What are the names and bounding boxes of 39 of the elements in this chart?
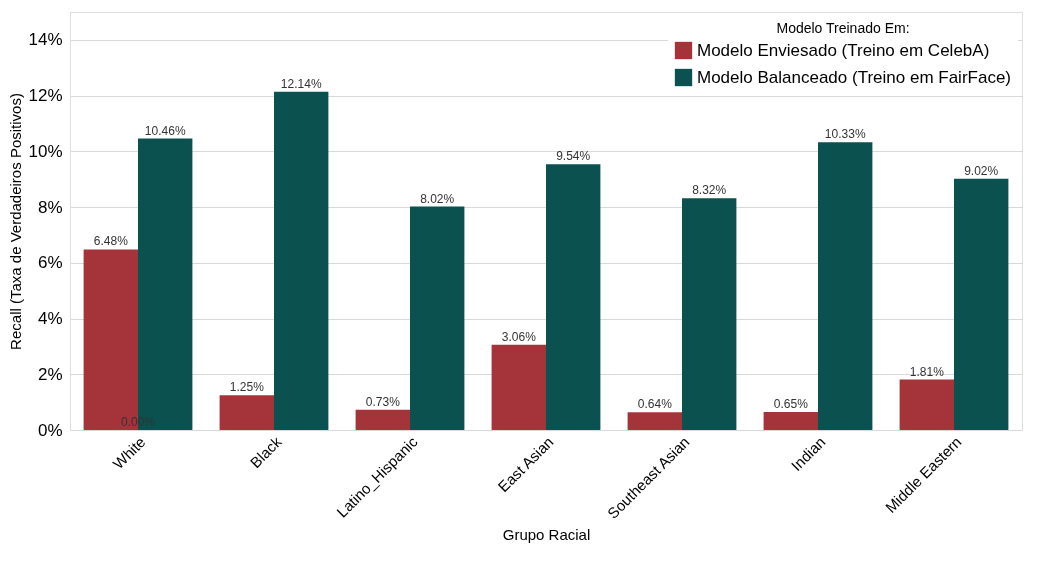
bar xyxy=(627,412,682,430)
data-label: 3.06% xyxy=(501,329,537,344)
bar xyxy=(818,142,873,430)
bar xyxy=(410,206,465,430)
y-axis-title: Recall (Taxa de Verdadeiros Positivos) xyxy=(7,93,25,350)
data-label: 6.48% xyxy=(93,234,129,249)
data-label: 9.02% xyxy=(964,163,999,178)
y-tick-label: 12% xyxy=(28,86,63,106)
data-label: 1.25% xyxy=(229,380,265,395)
data-label: 9.54% xyxy=(556,149,591,164)
data-label: 10.33% xyxy=(824,127,866,142)
legend-label: Modelo Enviesado (Treino em CelebA) xyxy=(697,40,990,60)
data-label: 0.64% xyxy=(637,397,673,412)
bar xyxy=(546,164,601,430)
bar xyxy=(954,178,1009,430)
legend-label: Modelo Balanceado (Treino em FairFace) xyxy=(697,67,1012,87)
legend-title: Modelo Treinado Em: xyxy=(776,20,910,36)
bar xyxy=(899,379,954,430)
y-tick-label: 2% xyxy=(37,364,63,384)
data-label: 1.81% xyxy=(909,364,945,379)
y-tick-label: 0% xyxy=(37,420,63,440)
data-label: 12.14% xyxy=(280,76,322,91)
bar xyxy=(274,91,329,430)
data-label: 8.02% xyxy=(420,191,455,206)
y-tick-label: 4% xyxy=(37,309,63,329)
bar xyxy=(682,198,737,430)
y-tick-label: 14% xyxy=(28,30,63,50)
bar xyxy=(491,344,546,430)
data-label: 10.46% xyxy=(144,123,186,138)
bar xyxy=(355,409,410,430)
y-tick-label: 10% xyxy=(28,141,63,161)
bar xyxy=(219,395,274,430)
data-label: 0.65% xyxy=(773,396,809,411)
x-axis-title: Grupo Racial xyxy=(502,526,591,544)
data-label: 0.73% xyxy=(365,394,401,409)
y-tick-label: 6% xyxy=(37,253,63,273)
bar xyxy=(763,411,818,430)
y-tick-label: 8% xyxy=(37,197,63,217)
data-label: 8.32% xyxy=(692,183,727,198)
